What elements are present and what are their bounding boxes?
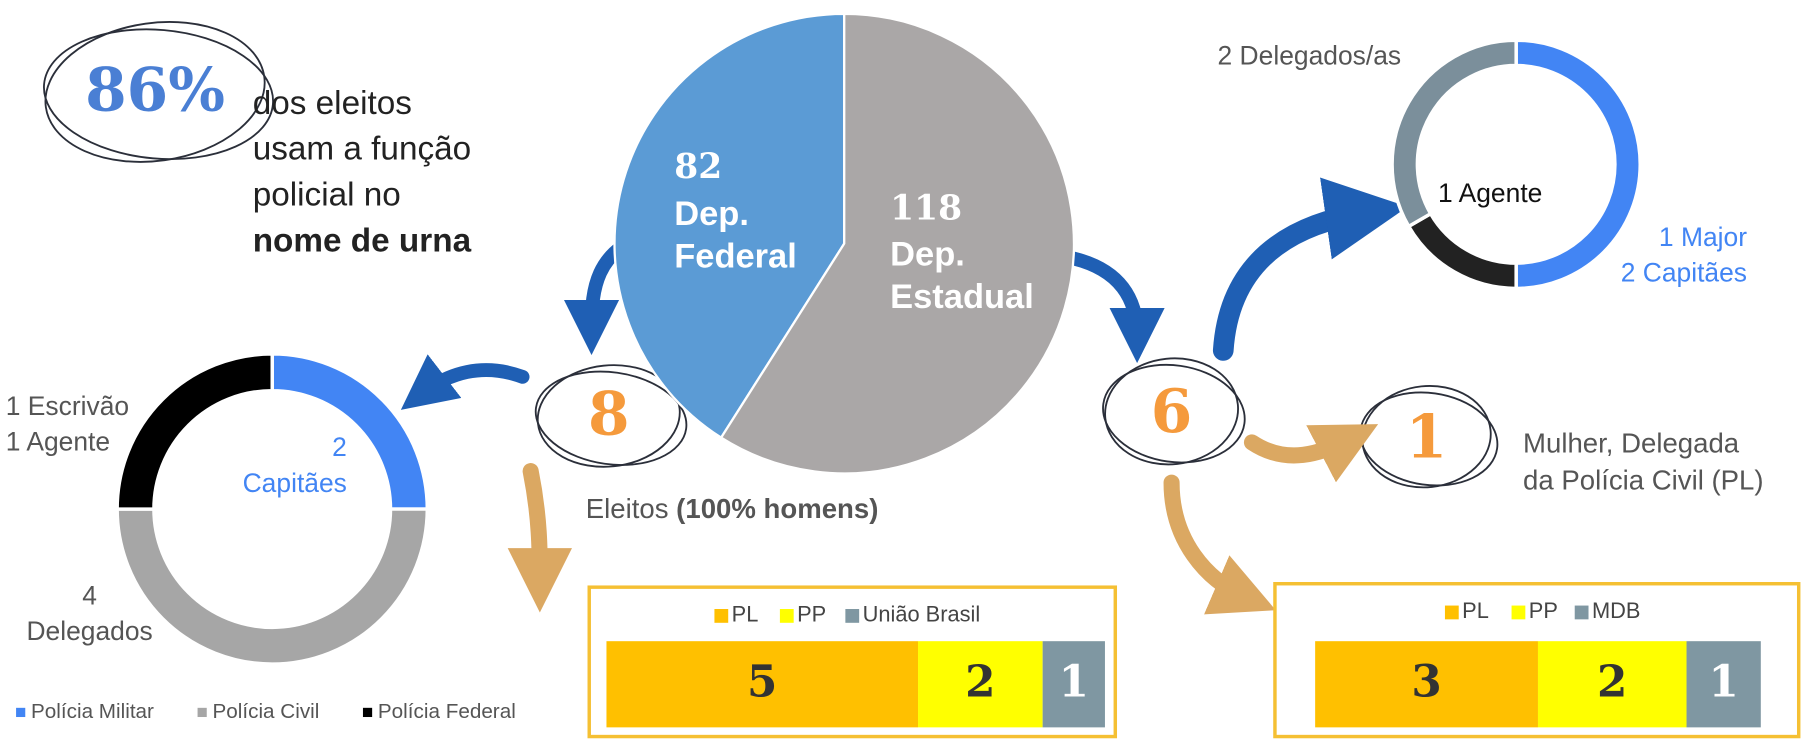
note-text: Eleitos [585,494,677,526]
pie-segment [719,12,1076,475]
sketch-circles [43,21,1499,489]
pie-segment [613,12,846,440]
bar-segment [1042,641,1105,728]
donut-label: 1 Escrivão 1 Agente [5,390,130,457]
legend-swatch [779,609,794,623]
bar-segment [606,641,919,728]
headline-bold: nome de urna [252,222,472,260]
legend-swatch [362,707,373,718]
bar-frame [587,585,1118,739]
donut-label: 4 Delegados [26,580,153,646]
pie-category: Dep. Estadual [890,235,1034,316]
pie-category: Dep. Federal [674,195,797,276]
bar-value: 3 [1411,654,1442,707]
donut-label: 2 Delegados/as [1217,40,1402,71]
bar-segment [1537,641,1687,728]
donut-label: 1 Major 2 Capitães [1620,221,1748,288]
bar-segment [918,641,1043,728]
legend-label: PL [731,603,759,628]
bar-value: 1 [1708,654,1739,707]
legend-label: Polícia Militar [31,699,154,723]
pie-value: 82 [674,147,723,188]
donut-segment [1406,211,1518,291]
note-bold: (100% homens) [676,494,879,526]
bar-frame [1273,582,1801,739]
bar-segment [1315,641,1538,728]
mulher-note: Mulher, Delegada da Polícia Civil (PL) [1523,428,1764,497]
bar-value: 1 [1058,654,1089,707]
count: 8 [587,379,630,450]
arrows [400,177,1408,615]
legend-swatch [845,609,860,623]
count: 6 [1150,376,1193,447]
pie-value: 118 [890,188,963,229]
bar-value: 2 [1597,654,1628,707]
legend-swatch [714,609,729,623]
donut-segment [1390,38,1518,229]
legend-label: PP [797,603,827,628]
legend-label: União Brasil [862,603,981,628]
legend-swatch [1574,605,1589,620]
legend-swatch [1444,605,1459,620]
legend-label: Polícia Federal [377,699,516,723]
headline: dos eleitos usam a função policial no no… [253,80,472,264]
donut-label: 2 Capitães [242,432,347,498]
legend-swatch [1511,605,1526,620]
donut-segment [115,352,274,511]
donut-label: 1 Agente [1438,178,1543,208]
legend-label: PL [1462,599,1489,624]
stat: 86% [85,55,225,126]
donut-segment [115,507,430,666]
bar-value: 2 [965,654,996,707]
bar-value: 5 [747,654,778,707]
legend-swatch [16,707,26,718]
bar-segment [1686,641,1761,728]
headline-text: dos eleitos usam a função policial no [252,85,472,214]
legend-label: Polícia Civil [212,699,320,723]
legend-label: MDB [1591,599,1641,624]
legend-label: PP [1528,599,1558,624]
legend-swatch [197,707,207,718]
count: 1 [1405,402,1448,473]
federal-note: Eleitos (100% homens) [586,494,879,526]
